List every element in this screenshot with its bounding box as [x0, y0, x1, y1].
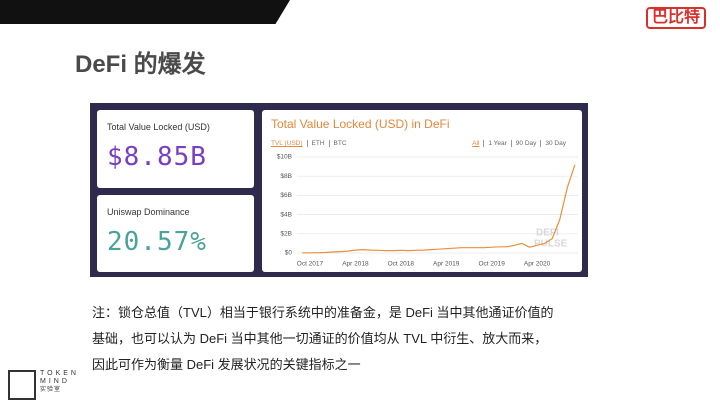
x-tick-label: Apr 2019 — [433, 261, 460, 268]
y-tick-label: $6B — [280, 192, 292, 199]
brand-line: TOKEN — [40, 370, 79, 377]
note-line: 因此可作为衡量 DeFi 发展状况的关键指标之一 — [92, 357, 361, 372]
x-tick-label: Apr 2018 — [342, 261, 369, 268]
y-tick-label: $4B — [280, 211, 292, 218]
chart-title: Total Value Locked (USD) in DeFi — [271, 117, 450, 131]
range-list: All 1 Year 90 Day 30 Day — [472, 140, 570, 147]
x-tick-label: Oct 2018 — [388, 261, 415, 268]
tab-list: TVL (USD) ETH BTC — [271, 140, 351, 147]
note-line: 基础，也可以认为 DeFi 当中其他一切通证的价值均从 TVL 中衍生、放大而来… — [92, 331, 548, 346]
range[interactable]: 90 Day — [510, 140, 541, 147]
note-line: 注：锁仓总值（TVL）相当于银行系统中的准备金，是 DeFi 当中其他通证价值的 — [92, 305, 554, 320]
tab[interactable]: ETH — [306, 140, 329, 147]
card-value: $8.85B — [107, 142, 207, 172]
y-tick-label: $10B — [277, 154, 292, 161]
range[interactable]: All — [472, 140, 480, 147]
range[interactable]: 30 Day — [540, 140, 570, 147]
range[interactable]: 1 Year — [483, 140, 510, 147]
note: 注：锁仓总值（TVL）相当于银行系统中的准备金，是 DeFi 当中其他通证价值的… — [92, 300, 554, 378]
y-tick-label: $2B — [280, 231, 292, 238]
brand-sub: 实验室 — [40, 387, 62, 393]
tab[interactable]: BTC — [328, 140, 351, 147]
x-tick-label: Oct 2019 — [478, 261, 505, 268]
slide-title: DeFi 的爆发 — [75, 51, 206, 78]
card-value: 20.57% — [107, 227, 207, 257]
brand-line: MIND — [40, 378, 70, 385]
tvl-line — [302, 164, 576, 254]
chart-card: TVL (USD) ETH BTC All 1 Year 90 Day 30 Day — [262, 110, 582, 272]
y-tick-label: $8B — [280, 173, 292, 180]
brand: TOKEN MIND 实验室 — [40, 370, 100, 394]
card-label: Total Value Locked (USD) — [107, 122, 210, 132]
uniswap-card: Uniswap Dominance 20.57% — [97, 195, 254, 272]
y-tick-label: $0 — [285, 250, 293, 257]
logo: 巴比特 — [645, 7, 706, 29]
x-tick-label: Apr 2020 — [524, 261, 551, 268]
card-label: Uniswap Dominance — [107, 207, 190, 217]
logo-box — [8, 370, 36, 400]
x-tick-label: Oct 2017 — [297, 261, 324, 268]
watermark: DEFI — [536, 228, 559, 239]
tvl-card: Total Value Locked (USD) $8.85B — [97, 110, 254, 188]
tab[interactable]: TVL (USD) — [271, 140, 303, 147]
top-bar — [0, 0, 290, 24]
watermark: PULSE — [534, 239, 568, 250]
